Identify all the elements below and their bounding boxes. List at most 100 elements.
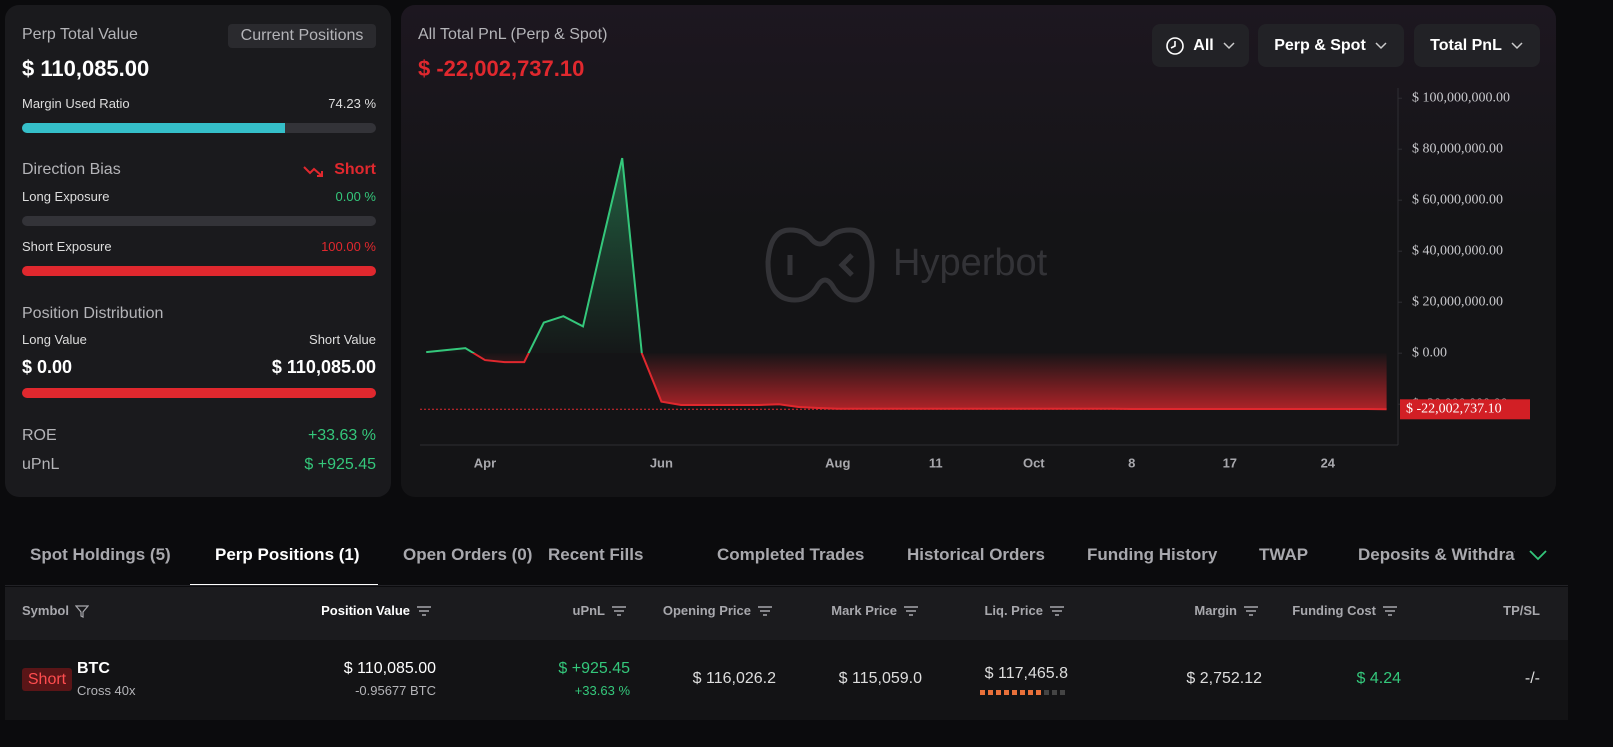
direction-bias: Short [334, 161, 376, 178]
chevron [1511, 41, 1523, 49]
current-positions-button[interactable]: Current Positions [228, 24, 376, 48]
tab[interactable]: Funding History [1087, 545, 1218, 564]
column-label: Symbol [22, 603, 69, 618]
label: Long Exposure [22, 189, 110, 204]
label: Long Value [22, 332, 87, 347]
column-label: TP/SL [1503, 603, 1540, 618]
label: Short Exposure [22, 239, 112, 254]
progress-track [22, 123, 376, 133]
expand-chevron[interactable] [1528, 548, 1548, 562]
tab[interactable]: Open Orders (0) [403, 545, 533, 564]
opening-price: $ 116,026.2 [692, 670, 776, 687]
value-label-box [1400, 399, 1530, 420]
value: $ 0.00 [22, 357, 73, 377]
y-tick-label: $ 60,000,000.00 [1412, 192, 1503, 207]
sort-icon[interactable] [416, 605, 432, 617]
column-header: Position Value [321, 603, 432, 618]
label: Margin Used Ratio [22, 96, 130, 111]
dropdown[interactable]: Perp & Spot [1258, 24, 1404, 67]
line [426, 157, 1387, 411]
clock-icon [1166, 36, 1185, 55]
upnl: $ +925.45 [558, 660, 630, 677]
value: $ +925.45 [304, 456, 376, 473]
roe: +33.63 % [574, 683, 630, 698]
column-header: uPnL [573, 603, 628, 618]
tab[interactable]: Historical Orders [907, 545, 1045, 564]
column-header: Mark Price [831, 603, 919, 618]
column-header: Margin [1194, 603, 1259, 618]
tab[interactable]: TWAP [1259, 545, 1309, 564]
watermark: Hyperbot [893, 242, 1048, 284]
value: 0.00 % [335, 189, 376, 204]
dropdown[interactable]: Total PnL [1414, 24, 1540, 67]
x-tick-label: Apr [474, 455, 496, 470]
sort-icon[interactable] [903, 605, 919, 617]
dropdown-label: Perp & Spot [1274, 36, 1366, 54]
margin: $ 2,752.12 [1186, 670, 1262, 687]
x-tick-label: Oct [1023, 455, 1045, 470]
progress-track [22, 266, 376, 276]
tab[interactable]: Spot Holdings (5) [30, 545, 171, 564]
label: Direction Bias [22, 161, 121, 178]
column-header: Liq. Price [984, 603, 1065, 618]
sort-icon[interactable] [611, 605, 627, 617]
filter-icon[interactable] [74, 604, 89, 618]
value: 100.00 % [321, 239, 376, 254]
progress-fill [22, 266, 376, 276]
chart-panel [401, 5, 1556, 497]
value: $ 110,085.00 [271, 357, 376, 377]
perp-total-value: $ 110,085.00 [22, 56, 150, 81]
sort-icon[interactable] [1049, 605, 1065, 617]
down-trend-icon [303, 166, 323, 177]
divider [5, 585, 1568, 586]
tab-bar: Spot Holdings (5) Perp Positions (1) Open … [5, 530, 1515, 586]
label: Perp Total Value [22, 26, 138, 43]
x-tick-label: 11 [929, 455, 943, 470]
value: 74.23 % [328, 96, 376, 111]
y-tick-label: $ 20,000,000.00 [1412, 294, 1503, 309]
dropdown[interactable]: All [1152, 24, 1249, 67]
table-row [5, 640, 1568, 720]
summary-panel [5, 5, 391, 497]
column-label: Opening Price [662, 603, 751, 618]
sort-icon[interactable] [757, 605, 773, 617]
column-label: Margin [1194, 603, 1237, 618]
tab[interactable]: Perp Positions (1) [215, 545, 360, 564]
tab[interactable]: Deposits & Withdraw [1358, 545, 1515, 564]
label: Position Distribution [22, 305, 164, 322]
side-badge: Short [22, 668, 72, 691]
progress-track [22, 216, 376, 226]
x-tick-label: Jun [650, 455, 673, 470]
tp-sl: -/- [1524, 670, 1540, 687]
short-fill [22, 388, 376, 398]
chevron [1375, 41, 1387, 49]
column-header: TP/SL [1503, 603, 1540, 618]
tab[interactable]: Recent Fills [548, 545, 644, 564]
distribution-bar [22, 388, 376, 398]
y-tick-label: $ 0.00 [1412, 345, 1447, 360]
column-header: Opening Price [663, 603, 773, 618]
value-label: $ -22,002,737.10 [1406, 402, 1502, 417]
column-header: Funding Cost [1292, 603, 1398, 618]
position-size: -0.95677 BTC [355, 683, 436, 698]
column-label: Mark Price [831, 603, 897, 618]
sort-icon[interactable] [1243, 605, 1259, 617]
watermark-logo [765, 227, 875, 303]
pnl-chart: Hyperbot $ 100,000,000.00 $ 80,000,000.00… [420, 88, 1530, 470]
x-tick-label: 8 [1128, 455, 1135, 470]
symbol[interactable]: BTC [77, 660, 110, 677]
dropdown-label: All [1193, 36, 1214, 54]
column-label: Liq. Price [984, 603, 1043, 618]
label: uPnL [22, 456, 60, 473]
dropdown-label: Total PnL [1430, 36, 1502, 54]
area [426, 158, 1387, 410]
y-tick-label: $ 40,000,000.00 [1412, 243, 1503, 258]
column-label: Position Value [321, 603, 410, 618]
x-tick-label: Aug [825, 455, 850, 470]
liq-price: $ 117,465.8 [984, 665, 1068, 682]
tab[interactable]: Completed Trades [717, 545, 865, 564]
progress-fill [22, 123, 285, 133]
sort-icon[interactable] [1382, 605, 1398, 617]
y-tick-label: $ 80,000,000.00 [1412, 141, 1503, 156]
